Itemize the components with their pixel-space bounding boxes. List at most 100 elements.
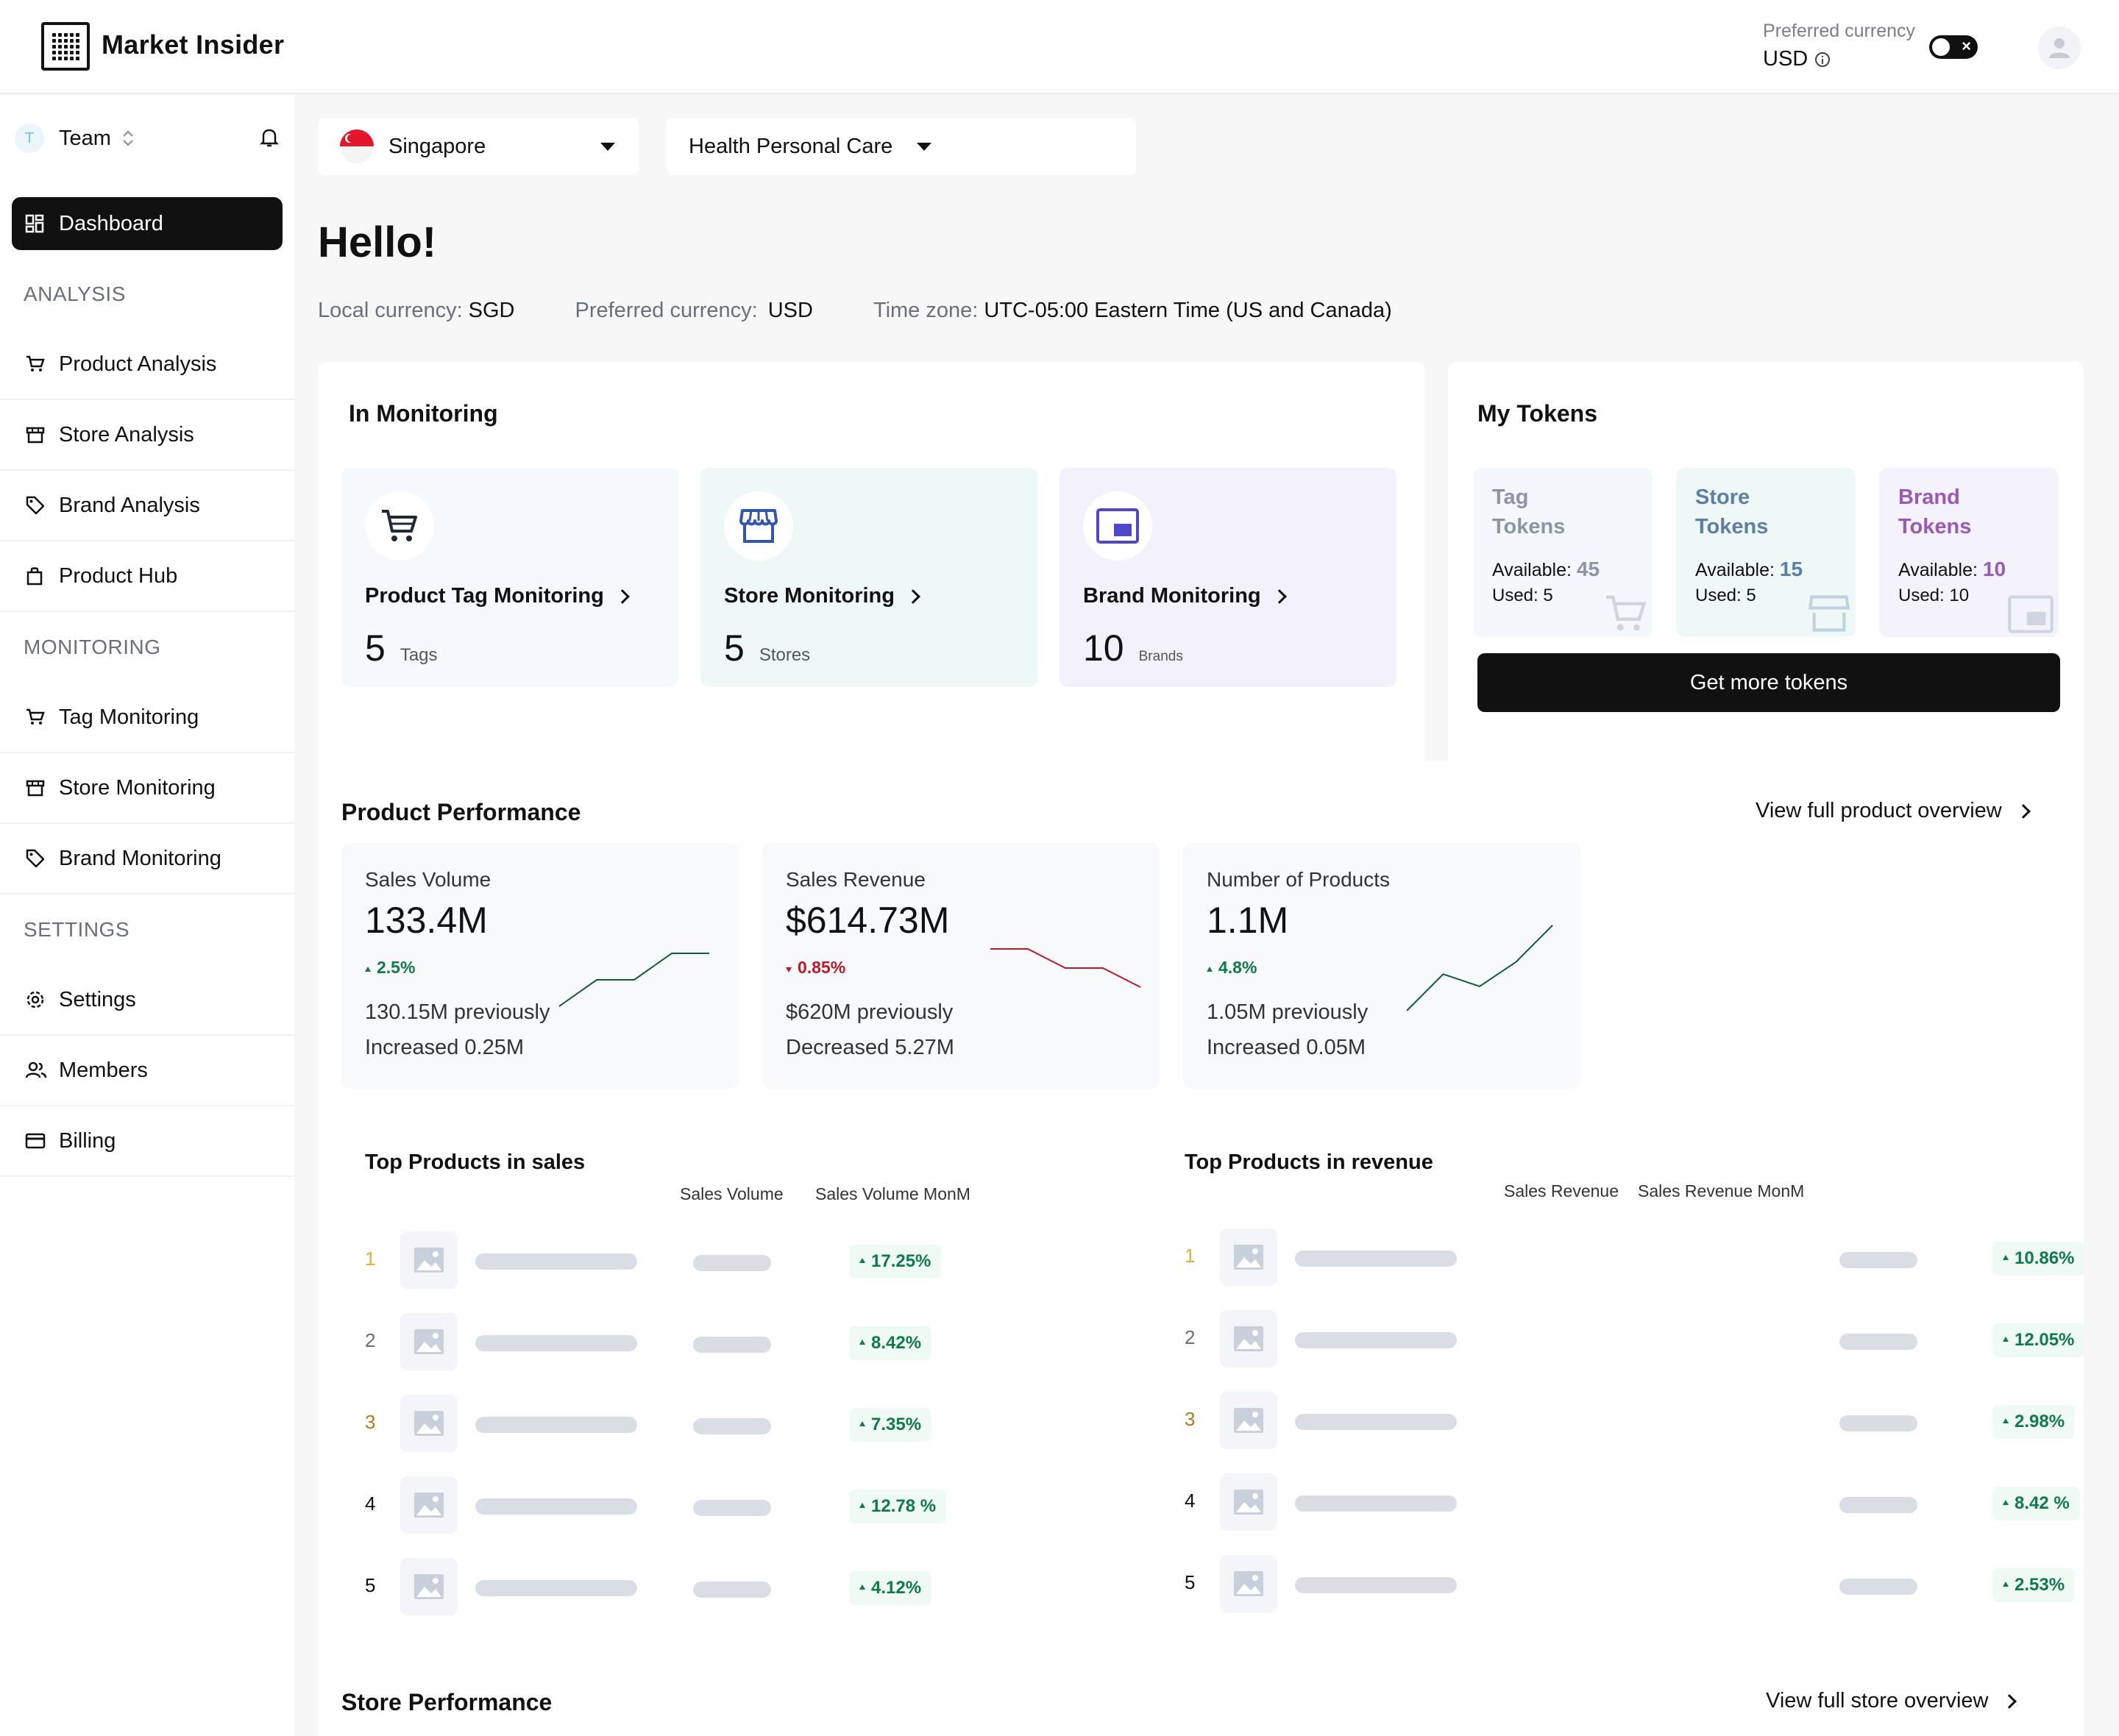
store-monitoring-link[interactable]: Store Monitoring <box>724 584 920 608</box>
row-rank: 5 <box>365 1574 376 1596</box>
table-row[interactable]: 3 7.35% <box>365 1395 954 1454</box>
brand-monitoring-link[interactable]: Brand Monitoring <box>1083 584 1287 608</box>
sidebar-item-dashboard[interactable]: Dashboard <box>12 197 283 250</box>
token-name-line2: Tokens <box>1695 515 1769 538</box>
sidebar-item-billing[interactable]: Billing <box>0 1106 294 1177</box>
table-row[interactable]: 4 12.78 % <box>365 1476 954 1535</box>
image-placeholder-icon <box>1220 1392 1277 1449</box>
cart-icon <box>26 355 45 371</box>
metric-delta-value: 2.5% <box>377 958 416 977</box>
info-icon[interactable] <box>1815 51 1831 67</box>
country-select[interactable]: Singapore <box>318 118 639 175</box>
close-icon: × <box>1962 37 1971 55</box>
growth-value: 8.42% <box>871 1333 922 1353</box>
preferred-currency-info-label: Preferred currency: <box>575 299 758 322</box>
token-name-line2: Tokens <box>1492 515 1566 538</box>
used-label: Used: <box>1695 586 1742 605</box>
sales-revenue-sparkline <box>990 948 1141 988</box>
product-tag-monitoring-tile[interactable]: Product Tag Monitoring 5 Tags <box>341 468 678 687</box>
app-name[interactable]: Market Insider <box>102 29 285 60</box>
preferred-currency-text: USD <box>1763 47 1809 71</box>
metric-change: Increased 0.25M <box>365 1036 525 1059</box>
token-name: Tag Tokens <box>1492 483 1565 541</box>
image-placeholder-icon <box>400 1313 458 1370</box>
brand-monitoring-tile[interactable]: Brand Monitoring 10 Brands <box>1060 468 1396 687</box>
table-row[interactable]: 5 4.12% <box>365 1558 954 1617</box>
product-performance-title: Product Performance <box>341 799 581 825</box>
store-icon <box>1808 595 1850 632</box>
row-rank: 4 <box>365 1493 376 1515</box>
category-select[interactable]: Health Personal Care <box>667 118 1136 175</box>
sidebar-item-product-analysis[interactable]: Product Analysis <box>0 330 294 400</box>
sidebar-item-brand-monitoring[interactable]: Brand Monitoring <box>0 824 294 894</box>
image-placeholder-icon <box>1220 1228 1277 1286</box>
sidebar-item-tag-monitoring[interactable]: Tag Monitoring <box>0 683 294 753</box>
metric-delta-value: 4.8% <box>1218 958 1257 977</box>
local-currency-label: Local currency: <box>318 299 463 322</box>
table-row[interactable]: 1 10.86% <box>1185 1228 2085 1287</box>
table-row[interactable]: 2 12.05% <box>1185 1310 2085 1369</box>
top-revenue-title: Top Products in revenue <box>1185 1150 1433 1174</box>
image-placeholder-icon <box>1220 1473 1277 1531</box>
growth-badge: 2.53% <box>1992 1568 2076 1602</box>
growth-badge: 17.25% <box>849 1245 942 1278</box>
up-arrow-icon <box>859 1420 865 1426</box>
bell-icon[interactable] <box>259 127 280 152</box>
logo-icon[interactable] <box>41 22 90 71</box>
store-monitoring-tile[interactable]: Store Monitoring 5 Stores <box>700 468 1037 687</box>
currency-toggle[interactable]: × <box>1929 35 1978 59</box>
growth-badge: 7.35% <box>849 1408 932 1442</box>
column-header: Sales Volume MonM <box>815 1184 970 1203</box>
gear-icon <box>26 991 44 1008</box>
product-tag-monitoring-link[interactable]: Product Tag Monitoring <box>365 584 630 608</box>
token-name: Store Tokens <box>1695 483 1768 541</box>
tile-count-number: 10 <box>1083 627 1124 669</box>
sidebar-item-members[interactable]: Members <box>0 1036 294 1106</box>
tile-count-number: 5 <box>365 627 386 669</box>
get-more-tokens-button[interactable]: Get more tokens <box>1477 653 2060 712</box>
country-value: Singapore <box>388 134 486 158</box>
sparkline-series <box>1406 925 1553 1011</box>
tile-label: Brand Monitoring <box>1083 584 1261 608</box>
table-row[interactable]: 4 8.42 % <box>1185 1473 2080 1532</box>
timezone-label: Time zone: <box>873 299 979 322</box>
members-icon <box>25 1061 47 1078</box>
product-name-placeholder <box>475 1253 637 1270</box>
table-row[interactable]: 2 8.42% <box>365 1313 954 1372</box>
preferred-currency-value: USD <box>1763 47 1831 71</box>
metric-value: 1.1M <box>1207 900 1289 941</box>
view-store-overview-link[interactable]: View full store overview <box>1766 1689 2017 1713</box>
tile-count-unit: Tags <box>400 645 438 665</box>
preferred-currency-info-value: USD <box>767 299 813 322</box>
store-icon <box>724 491 793 561</box>
metric-previous: $620M previously <box>786 1000 954 1024</box>
chevron-right-icon <box>906 588 920 604</box>
number-of-products-tile: Number of Products 1.1M 4.8% 1.05M previ… <box>1183 843 1580 1089</box>
available-value: 10 <box>1982 558 2006 580</box>
up-arrow-icon <box>2003 1254 2009 1260</box>
sidebar-item-store-analysis[interactable]: Store Analysis <box>0 400 294 471</box>
sidebar-item-label: Brand Monitoring <box>59 846 221 870</box>
user-avatar[interactable] <box>2038 26 2081 69</box>
timezone-value: UTC-05:00 Eastern Time (US and Canada) <box>984 299 1392 322</box>
bag-icon <box>26 567 43 586</box>
chevron-right-icon <box>614 588 630 604</box>
up-arrow-icon <box>859 1584 865 1590</box>
growth-value: 17.25% <box>871 1251 931 1271</box>
tile-count-unit: Brands <box>1138 649 1183 664</box>
sidebar-item-product-hub[interactable]: Product Hub <box>0 541 294 612</box>
row-rank: 1 <box>365 1248 376 1270</box>
sidebar-item-settings[interactable]: Settings <box>0 965 294 1036</box>
sidebar-item-brand-analysis[interactable]: Brand Analysis <box>0 471 294 541</box>
token-used: Used: 5 <box>1492 586 1553 606</box>
up-arrow-icon <box>859 1502 865 1508</box>
view-product-overview-link[interactable]: View full product overview <box>1756 799 2031 823</box>
sidebar-item-store-monitoring[interactable]: Store Monitoring <box>0 753 294 824</box>
table-row[interactable]: 3 2.98% <box>1185 1392 2076 1451</box>
up-arrow-icon <box>2003 1417 2009 1423</box>
team-switcher[interactable]: T Team <box>15 116 287 160</box>
table-row[interactable]: 1 17.25% <box>365 1231 954 1290</box>
table-row[interactable]: 5 2.53% <box>1185 1555 2076 1614</box>
store-performance-card: Store Performance View full store overvi… <box>318 1661 2084 1736</box>
token-name-line1: Tag <box>1492 485 1529 509</box>
